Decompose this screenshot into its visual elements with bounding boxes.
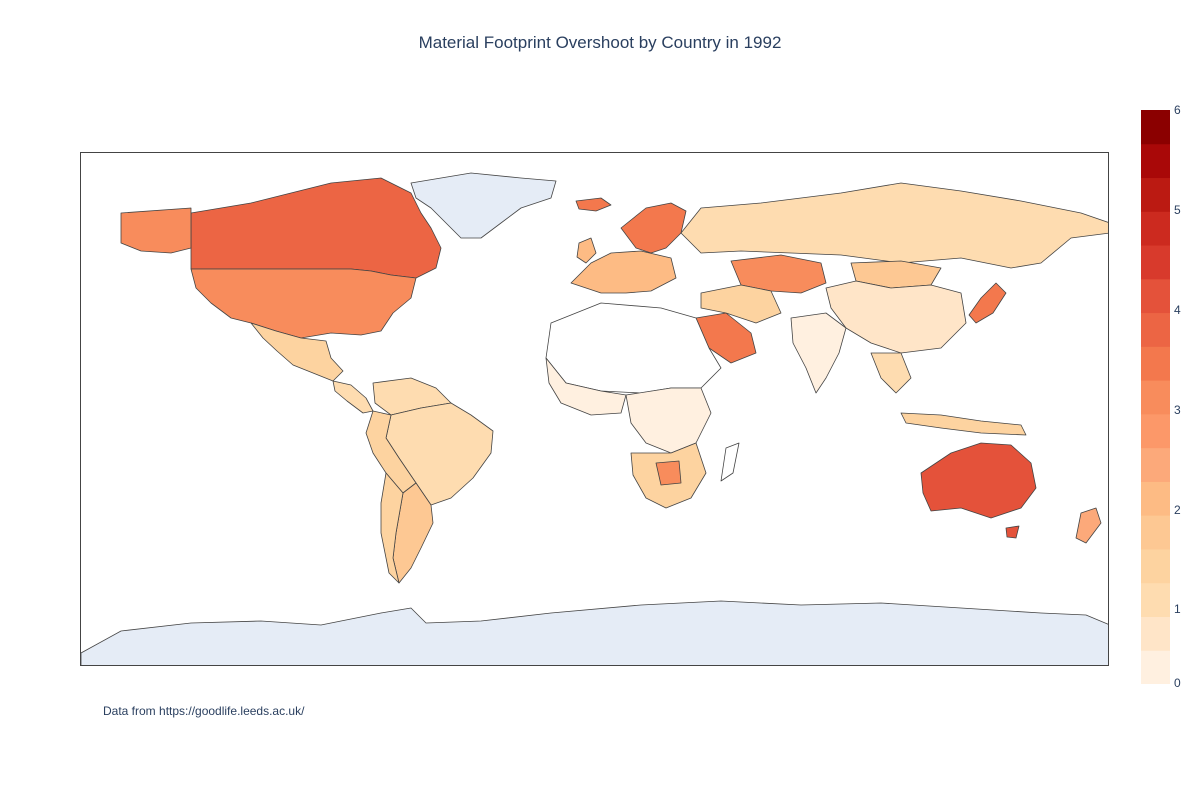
region-madagascar[interactable]: [720, 442, 740, 482]
colorbar-step: [1141, 143, 1170, 179]
region-canada[interactable]: [190, 177, 442, 279]
region-china[interactable]: [825, 280, 967, 354]
region-indonesia[interactable]: [900, 412, 1027, 436]
region-southeast-asia[interactable]: [870, 352, 912, 394]
colorbar-step: [1141, 380, 1170, 415]
region-japan[interactable]: [968, 282, 1007, 324]
region-antarctica[interactable]: [81, 600, 1109, 666]
region-new-zealand[interactable]: [1075, 507, 1102, 544]
map-frame[interactable]: [80, 152, 1109, 666]
colorbar-step: [1141, 110, 1170, 145]
colorbar-tick-4: 4: [1174, 303, 1181, 317]
region-iceland[interactable]: [575, 197, 612, 212]
colorbar-tick-2: 2: [1174, 503, 1181, 517]
world-map[interactable]: [81, 153, 1109, 666]
region-north-africa[interactable]: [545, 302, 722, 394]
colorbar-step: [1141, 413, 1170, 449]
region-chile[interactable]: [380, 472, 404, 584]
colorbar-step: [1141, 177, 1170, 212]
colorbar-tick-1: 1: [1174, 602, 1181, 616]
region-russia[interactable]: [680, 182, 1109, 269]
colorbar-step: [1141, 447, 1170, 482]
colorbar-step: [1141, 650, 1170, 684]
region-greenland[interactable]: [410, 172, 557, 239]
colorbar-tick-0: 0: [1174, 676, 1181, 690]
chart-title: Material Footprint Overshoot by Country …: [418, 33, 782, 52]
colorbar-step: [1141, 548, 1170, 584]
region-usa[interactable]: [190, 268, 417, 339]
colorbar-step: [1141, 515, 1170, 550]
region-central-america[interactable]: [332, 380, 374, 414]
colorbar-step: [1141, 346, 1170, 381]
region-western-europe[interactable]: [570, 250, 677, 294]
region-central-africa[interactable]: [625, 387, 712, 454]
region-west-africa[interactable]: [545, 357, 627, 416]
colorbar-step: [1141, 481, 1170, 516]
region-australia[interactable]: [920, 442, 1037, 519]
colorbar-tick-6: 6: [1174, 103, 1181, 117]
colorbar-tick-3: 3: [1174, 403, 1181, 417]
region-india[interactable]: [790, 312, 847, 394]
colorbar-step: [1141, 582, 1170, 617]
data-source-note: Data from https://goodlife.leeds.ac.uk/: [103, 704, 305, 718]
colorbar-steps: [1141, 110, 1170, 684]
region-alaska[interactable]: [120, 207, 192, 254]
region-mexico[interactable]: [250, 322, 344, 382]
region-tasmania[interactable]: [1005, 525, 1020, 539]
colorbar-step: [1141, 312, 1170, 347]
colorbar-step: [1141, 616, 1170, 651]
colorbar-step: [1141, 245, 1170, 280]
colorbar: [1141, 110, 1170, 684]
region-uk[interactable]: [576, 237, 597, 264]
region-middle-east[interactable]: [700, 284, 782, 324]
colorbar-tick-5: 5: [1174, 203, 1181, 217]
region-botswana[interactable]: [655, 460, 682, 486]
region-scandinavia[interactable]: [620, 202, 687, 254]
colorbar-step: [1141, 211, 1170, 246]
colorbar-step: [1141, 278, 1170, 314]
